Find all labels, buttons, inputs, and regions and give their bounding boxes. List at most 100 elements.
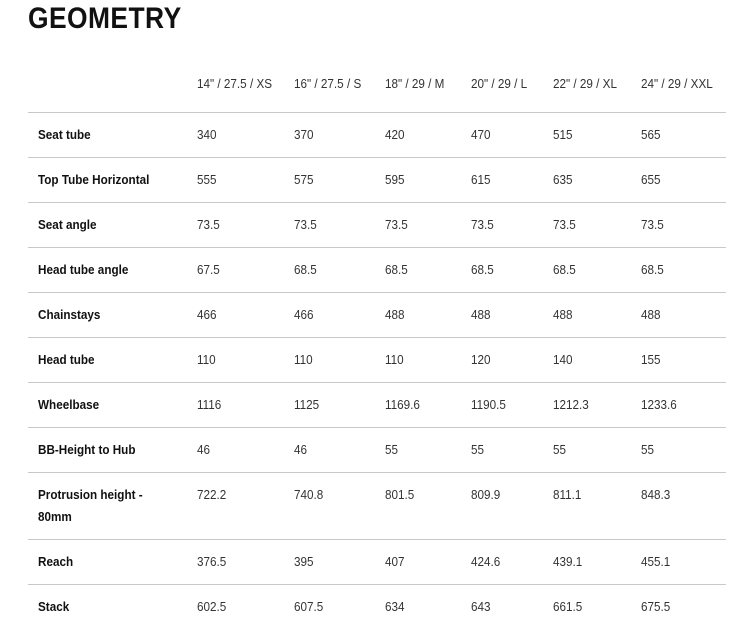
cell-value-text: 722.2: [197, 487, 227, 502]
cell-value: 607.5: [284, 584, 375, 629]
cell-value: 455.1: [631, 539, 726, 585]
row-label: Stack: [28, 584, 187, 629]
cell-value: 376.5: [187, 539, 284, 585]
table-row: Chainstays 466 466 488 488 488 488: [28, 292, 726, 338]
cell-value-text: 46: [197, 442, 211, 457]
cell-value: 675.5: [631, 584, 726, 629]
page-title: GEOMETRY: [28, 2, 182, 35]
table-header-row: 14" / 27.5 / XS 16" / 27.5 / S 18" / 29 / …: [28, 66, 726, 113]
cell-value-text: 655: [641, 172, 661, 187]
cell-value-text: 68.5: [294, 262, 317, 277]
cell-value: 55: [461, 427, 543, 473]
cell-value-text: 439.1: [553, 554, 583, 569]
cell-value: 1169.6: [375, 382, 461, 428]
cell-value: 55: [375, 427, 461, 473]
cell-value: 395: [284, 539, 375, 585]
cell-value-text: 73.5: [471, 217, 494, 232]
cell-value: 801.5: [375, 472, 461, 540]
cell-value: 68.5: [631, 247, 726, 293]
table-row: Head tube angle 67.5 68.5 68.5 68.5 68.5 68.5: [28, 247, 726, 293]
cell-value: 73.5: [543, 202, 631, 248]
cell-value: 155: [631, 337, 726, 383]
header-empty: [28, 66, 187, 113]
cell-value: 722.2: [187, 472, 284, 540]
cell-value-text: 515: [553, 127, 573, 142]
cell-value: 439.1: [543, 539, 631, 585]
cell-value: 73.5: [284, 202, 375, 248]
cell-value-text: 661.5: [553, 599, 583, 614]
cell-value-text: 110: [385, 352, 404, 367]
cell-value-text: 73.5: [553, 217, 576, 232]
cell-value-text: 565: [641, 127, 661, 142]
cell-value: 73.5: [187, 202, 284, 248]
row-label: Head tube angle: [28, 247, 187, 293]
cell-value-text: 67.5: [197, 262, 220, 277]
row-label: Protrusion height - 80mm: [28, 472, 187, 540]
cell-value: 73.5: [461, 202, 543, 248]
cell-value-text: 488: [641, 307, 661, 322]
cell-value-text: 55: [385, 442, 399, 457]
table-row: Protrusion height - 80mm 722.2 740.8 801.5 8…: [28, 472, 726, 540]
column-header: 24" / 29 / XXL: [631, 66, 726, 113]
column-header: 22" / 29 / XL: [543, 66, 631, 113]
cell-value: 848.3: [631, 472, 726, 540]
row-label: Seat tube: [28, 112, 187, 158]
cell-value-text: 376.5: [197, 554, 227, 569]
column-header-label: 18" / 29 / M: [385, 76, 445, 91]
cell-value-text: 407: [385, 554, 405, 569]
cell-value: 46: [284, 427, 375, 473]
cell-value: 46: [187, 427, 284, 473]
column-header-label: 22" / 29 / XL: [553, 76, 617, 91]
cell-value-text: 809.9: [471, 487, 501, 502]
cell-value-text: 395: [294, 554, 314, 569]
cell-value: 661.5: [543, 584, 631, 629]
cell-value-text: 607.5: [294, 599, 324, 614]
cell-value: 575: [284, 157, 375, 203]
cell-value: 1116: [187, 382, 284, 428]
cell-value-text: 424.6: [471, 554, 501, 569]
cell-value: 488: [543, 292, 631, 338]
cell-value-text: 73.5: [641, 217, 664, 232]
cell-value: 68.5: [284, 247, 375, 293]
column-header-label: 20" / 29 / L: [471, 76, 528, 91]
cell-value-text: 848.3: [641, 487, 671, 502]
cell-value: 370: [284, 112, 375, 158]
cell-value-text: 73.5: [294, 217, 317, 232]
row-label: Reach: [28, 539, 187, 585]
cell-value: 643: [461, 584, 543, 629]
cell-value: 466: [284, 292, 375, 338]
row-label-text: Top Tube Horizontal: [38, 172, 150, 187]
row-label: Wheelbase: [28, 382, 187, 428]
cell-value-text: 466: [197, 307, 217, 322]
cell-value-text: 68.5: [385, 262, 408, 277]
cell-value: 809.9: [461, 472, 543, 540]
cell-value: 565: [631, 112, 726, 158]
row-label-text: Wheelbase: [38, 397, 100, 412]
cell-value: 1125: [284, 382, 375, 428]
table-row: Seat angle 73.5 73.5 73.5 73.5 73.5 73.5: [28, 202, 726, 248]
cell-value-text: 55: [471, 442, 485, 457]
cell-value: 120: [461, 337, 543, 383]
cell-value-text: 73.5: [197, 217, 220, 232]
cell-value: 340: [187, 112, 284, 158]
row-label-text: Reach: [38, 554, 74, 569]
cell-value-text: 488: [385, 307, 405, 322]
cell-value-text: 811.1: [553, 487, 582, 502]
cell-value-text: 68.5: [553, 262, 576, 277]
cell-value-text: 370: [294, 127, 314, 142]
row-label-text: Head tube: [38, 352, 95, 367]
cell-value-text: 1125: [294, 397, 320, 412]
table-row: Stack 602.5 607.5 634 643 661.5 675.5: [28, 584, 726, 629]
cell-value-text: 634: [385, 599, 405, 614]
cell-value: 515: [543, 112, 631, 158]
cell-value-text: 455.1: [641, 554, 671, 569]
cell-value-text: 110: [197, 352, 216, 367]
column-header: 14" / 27.5 / XS: [187, 66, 284, 113]
cell-value-text: 340: [197, 127, 217, 142]
cell-value-text: 675.5: [641, 599, 671, 614]
cell-value: 466: [187, 292, 284, 338]
cell-value-text: 602.5: [197, 599, 227, 614]
row-label-text: Head tube angle: [38, 262, 129, 277]
cell-value: 615: [461, 157, 543, 203]
cell-value-text: 801.5: [385, 487, 415, 502]
